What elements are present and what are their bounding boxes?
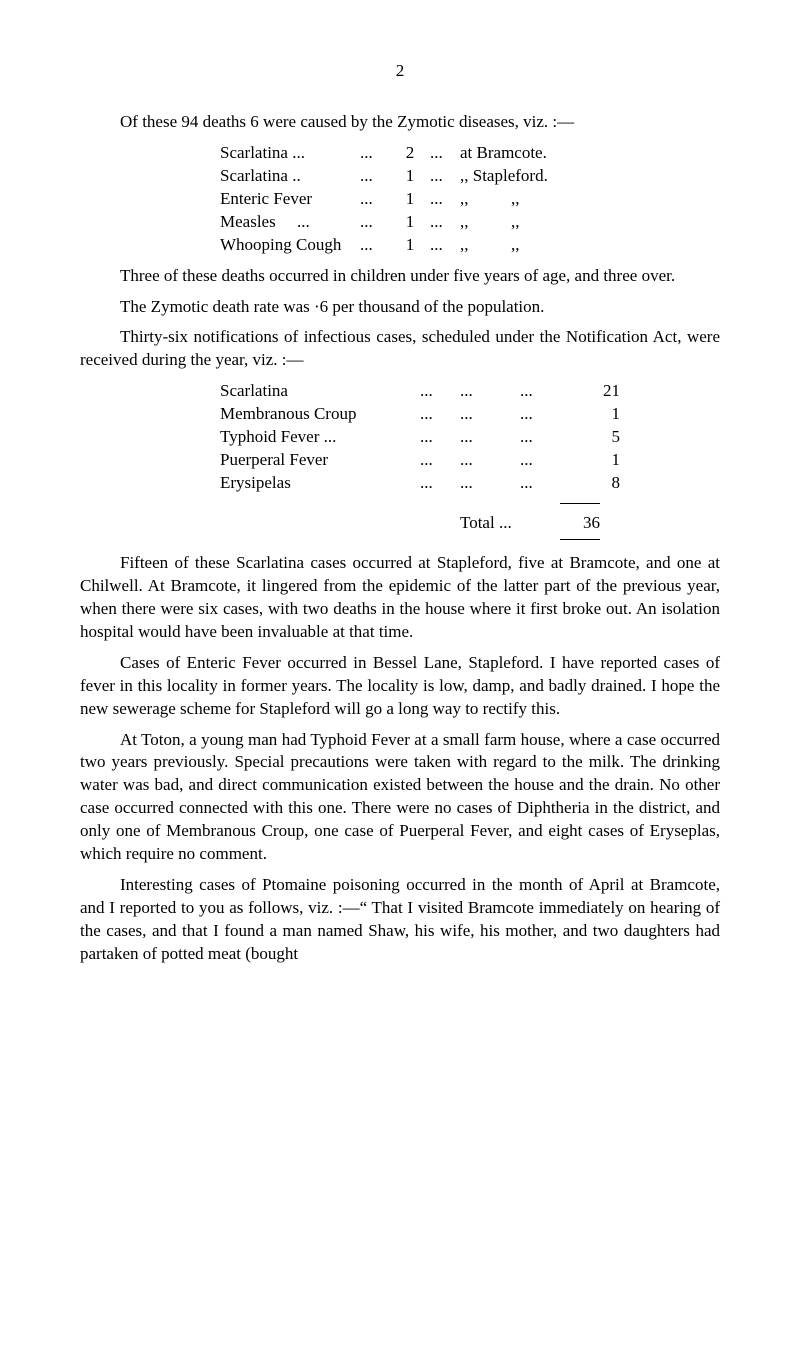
total-rule-bottom [560,539,600,540]
dots: ... [460,426,520,449]
dots: ... [460,403,520,426]
disease-name: Whooping Cough [80,234,360,257]
location: ,, Stapleford. [460,165,720,188]
disease-name: Scarlatina .. [80,165,360,188]
dots: ... [520,472,580,495]
count: 1 [390,188,430,211]
disease-name: Scarlatina ... [80,142,360,165]
count: 8 [580,472,620,495]
dots: ... [520,426,580,449]
list-item: Scarlatina ... ... ... 21 [80,380,720,403]
list-item: Puerperal Fever ... ... ... 1 [80,449,720,472]
dots: ... [430,188,460,211]
deaths-list: Scarlatina ... ... 2 ... at Bramcote. Sc… [80,142,720,257]
list-item: Typhoid Fever ... ... ... ... 5 [80,426,720,449]
dots: ... [430,142,460,165]
paragraph-cases: Cases of Enteric Fever occurred in Besse… [80,652,720,721]
dots: ... [360,234,390,257]
total-value: 36 [560,512,600,535]
disease-name: Erysipelas [80,472,420,495]
dots: ... [420,472,460,495]
dots: ... [460,472,520,495]
dots: ... [360,188,390,211]
intro-paragraph: Of these 94 deaths 6 were caused by the … [80,111,720,134]
count: 5 [580,426,620,449]
dots: ... [520,403,580,426]
notifications-list: Scarlatina ... ... ... 21 Membranous Cro… [80,380,720,495]
dots: ... [420,403,460,426]
paragraph-three: Three of these deaths occurred in childr… [80,265,720,288]
list-item: Scarlatina ... ... 2 ... at Bramcote. [80,142,720,165]
count: 21 [580,380,620,403]
list-item: Membranous Croup ... ... ... 1 [80,403,720,426]
disease-name: Scarlatina [80,380,420,403]
total-label: Total ... [460,512,560,535]
disease-name: Membranous Croup [80,403,420,426]
dots: ... [430,165,460,188]
disease-name: Enteric Fever [80,188,360,211]
document-page: 2 Of these 94 deaths 6 were caused by th… [0,0,800,1352]
disease-name: Measles ... [80,211,360,234]
paragraph-thirty: Thirty-six notifications of infectious c… [80,326,720,372]
count: 1 [390,165,430,188]
dots: ... [520,380,580,403]
list-item: Erysipelas ... ... ... 8 [80,472,720,495]
spacer [80,512,460,535]
count: 1 [580,449,620,472]
dots: ... [360,165,390,188]
paragraph-fifteen: Fifteen of these Scarlatina cases occurr… [80,552,720,644]
dots: ... [430,234,460,257]
total-rule-top [560,503,600,504]
count: 1 [390,211,430,234]
dots: ... [360,211,390,234]
location: ,, ,, [460,211,720,234]
location: ,, ,, [460,234,720,257]
total-row: Total ... 36 [80,512,720,535]
list-item: Measles ... ... 1 ... ,, ,, [80,211,720,234]
dots: ... [520,449,580,472]
dots: ... [460,380,520,403]
page-number: 2 [80,60,720,83]
list-item: Whooping Cough ... 1 ... ,, ,, [80,234,720,257]
dots: ... [420,449,460,472]
count: 2 [390,142,430,165]
disease-name: Typhoid Fever ... [80,426,420,449]
count: 1 [580,403,620,426]
list-item: Scarlatina .. ... 1 ... ,, Stapleford. [80,165,720,188]
location: at Bramcote. [460,142,720,165]
location: ,, ,, [460,188,720,211]
dots: ... [430,211,460,234]
dots: ... [460,449,520,472]
dots: ... [420,380,460,403]
dots: ... [360,142,390,165]
paragraph-toton: At Toton, a young man had Typhoid Fever … [80,729,720,867]
list-item: Enteric Fever ... 1 ... ,, ,, [80,188,720,211]
dots: ... [420,426,460,449]
paragraph-interesting: Interesting cases of Ptomaine poisoning … [80,874,720,966]
paragraph-zymotic: The Zymotic death rate was ·6 per thousa… [80,296,720,319]
count: 1 [390,234,430,257]
disease-name: Puerperal Fever [80,449,420,472]
